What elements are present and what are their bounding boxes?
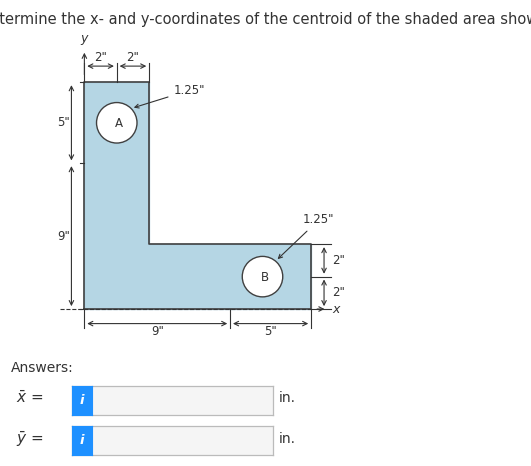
Text: x: x [332, 302, 339, 315]
Text: 9": 9" [151, 325, 164, 338]
Text: 2": 2" [94, 52, 107, 64]
Text: B: B [261, 271, 269, 284]
Text: i: i [80, 434, 84, 447]
Text: 1.25": 1.25" [135, 84, 205, 108]
Text: i: i [80, 394, 84, 407]
Text: Answers:: Answers: [11, 361, 73, 375]
Text: Determine the x- and y-coordinates of the centroid of the shaded area shown.: Determine the x- and y-coordinates of th… [0, 12, 531, 27]
Text: 2": 2" [126, 52, 140, 64]
Text: in.: in. [279, 432, 296, 446]
Text: in.: in. [279, 391, 296, 405]
Circle shape [97, 103, 137, 143]
Text: 5": 5" [264, 325, 277, 338]
Text: $\bar{y}$ =: $\bar{y}$ = [16, 429, 44, 449]
Text: $\bar{x}$ =: $\bar{x}$ = [16, 391, 44, 406]
Text: 1.25": 1.25" [278, 213, 335, 258]
Circle shape [242, 256, 282, 297]
Text: y: y [81, 32, 88, 45]
Text: A: A [115, 117, 123, 130]
Text: 2": 2" [332, 286, 345, 299]
Text: 9": 9" [57, 230, 70, 243]
Text: 5": 5" [57, 116, 70, 129]
Text: 2": 2" [332, 254, 345, 267]
Polygon shape [84, 82, 311, 309]
